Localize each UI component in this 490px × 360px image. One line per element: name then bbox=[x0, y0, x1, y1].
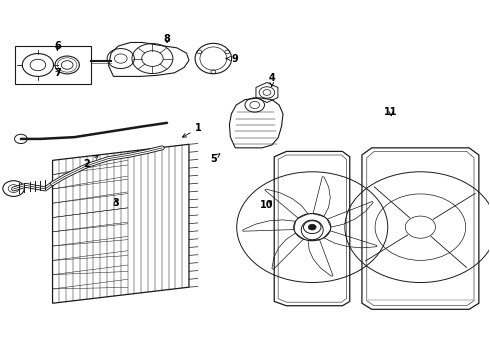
Text: 1: 1 bbox=[182, 123, 202, 137]
Text: 7: 7 bbox=[54, 68, 61, 78]
Text: 8: 8 bbox=[164, 34, 171, 44]
Text: 9: 9 bbox=[226, 54, 239, 64]
Text: 3: 3 bbox=[113, 198, 119, 208]
Text: 4: 4 bbox=[269, 73, 275, 86]
Text: 6: 6 bbox=[54, 41, 61, 51]
Circle shape bbox=[308, 224, 316, 230]
Text: 11: 11 bbox=[385, 107, 398, 117]
Text: 2: 2 bbox=[83, 156, 98, 169]
Text: 5: 5 bbox=[210, 154, 220, 163]
Text: 10: 10 bbox=[260, 200, 274, 210]
